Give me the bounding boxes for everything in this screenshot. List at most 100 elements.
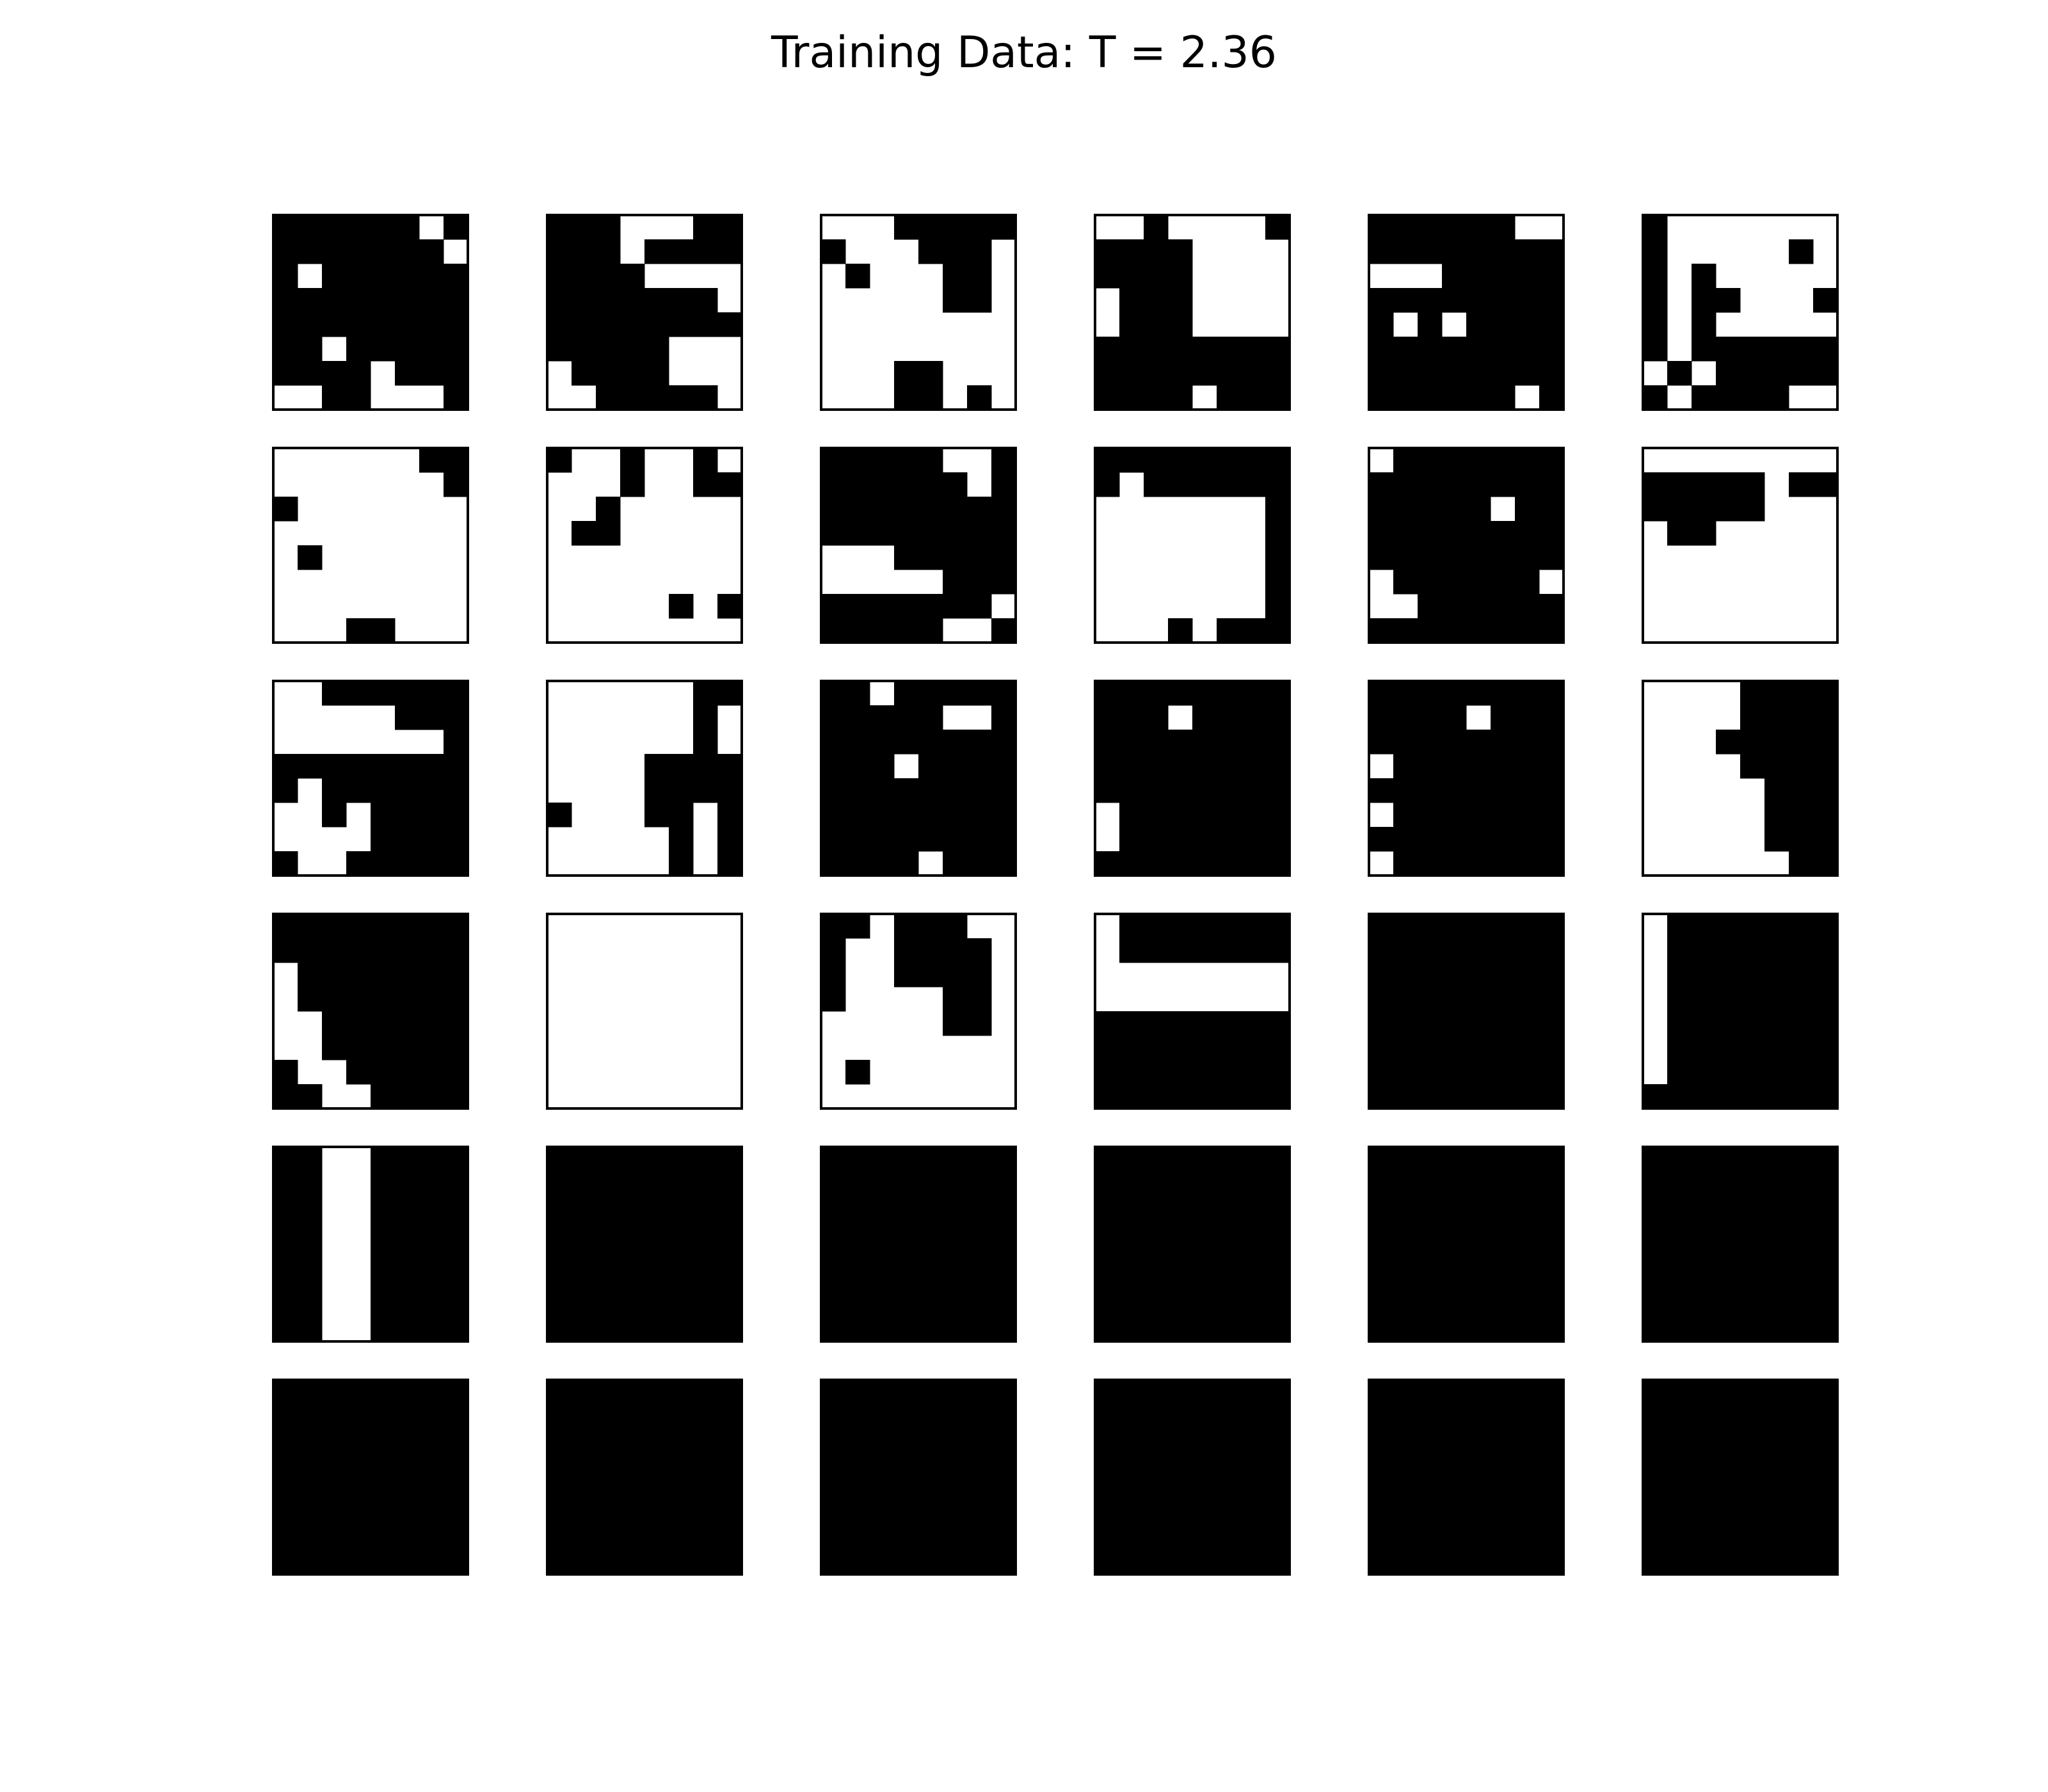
spin-cell [693, 288, 718, 313]
spin-cell [1466, 288, 1491, 313]
spin-cell [620, 1428, 645, 1453]
spin-cell [967, 938, 992, 963]
spin-cell [845, 472, 870, 497]
spin-cell [1369, 312, 1394, 337]
spin-cell [298, 1293, 323, 1318]
spin-cell [371, 1084, 396, 1109]
spin-cell [1144, 1477, 1169, 1502]
spin-cell [894, 730, 919, 755]
spin-cell [1442, 803, 1467, 828]
spin-cell [967, 521, 992, 546]
spin-cell [444, 938, 468, 963]
spin-cell [1418, 778, 1443, 803]
spin-cell [1643, 264, 1668, 289]
spin-cell [395, 778, 420, 803]
spin-cell [918, 472, 943, 497]
spin-cell [1740, 1171, 1765, 1196]
spin-cell [1813, 803, 1838, 828]
spin-cell [322, 1477, 347, 1502]
spin-cell [444, 681, 468, 706]
spin-cell [1515, 705, 1540, 730]
spin-cell [894, 1317, 919, 1342]
spin-cell [298, 215, 323, 240]
spin-cell [1643, 337, 1668, 362]
spin-cell [1764, 938, 1789, 963]
spin-cell [1515, 730, 1540, 755]
spin-cell [1393, 1084, 1418, 1109]
spin-cell [1095, 1011, 1120, 1036]
spin-cell [1265, 827, 1290, 852]
spin-cell [596, 1220, 621, 1245]
spin-cell [1515, 1244, 1540, 1269]
spin-cell [1466, 1171, 1491, 1196]
spin-cell [1491, 570, 1516, 595]
spin-cell [1369, 1011, 1394, 1036]
spin-cell [943, 1268, 968, 1293]
spin-cell [1491, 472, 1516, 497]
spin-cell [991, 1317, 1016, 1342]
spin-cell [419, 1244, 444, 1269]
spin-cell [1539, 385, 1564, 410]
spin-cell [644, 1526, 669, 1551]
spin-cell [1095, 1428, 1120, 1453]
spin-cell [371, 754, 396, 779]
spin-cell [894, 803, 919, 828]
spin-cell [298, 337, 323, 362]
spin-cell [273, 938, 298, 963]
spin-cell [1168, 1011, 1193, 1036]
spin-cell [395, 1011, 420, 1036]
spin-cell [1418, 914, 1443, 939]
spin-cell [1813, 1293, 1838, 1318]
spin-cell [547, 239, 572, 264]
spin-cell [1393, 618, 1418, 643]
spin-cell [967, 827, 992, 852]
spin-cell [845, 1147, 870, 1172]
spin-cell [1491, 914, 1516, 939]
spin-cell [1418, 472, 1443, 497]
spin-cell [371, 1428, 396, 1453]
spin-cell [395, 1404, 420, 1429]
spin-cell [273, 361, 298, 386]
spin-cell [821, 1453, 846, 1478]
spin-cell [1265, 730, 1290, 755]
spin-cell [918, 1171, 943, 1196]
spin-cell [821, 681, 846, 706]
spin-cell [1241, 1220, 1266, 1245]
spin-cell [1265, 803, 1290, 828]
spin-cell [943, 1380, 968, 1405]
spin-cell [1095, 1196, 1120, 1220]
spin-cell [1667, 1147, 1692, 1172]
spin-cell [1491, 681, 1516, 706]
spin-cell [1095, 361, 1120, 386]
spin-cell [669, 1293, 694, 1318]
spin-cell [1265, 361, 1290, 386]
spin-cell [1192, 1428, 1217, 1453]
spin-cell [1466, 1011, 1491, 1036]
spin-cell [1393, 730, 1418, 755]
spin-cell [1740, 754, 1765, 779]
spin-cell [1466, 521, 1491, 546]
spin-cell [644, 1244, 669, 1269]
spin-cell [1369, 385, 1394, 410]
spin-cell [1442, 570, 1467, 595]
spin-cell [444, 1171, 468, 1196]
spin-cell [1265, 1036, 1290, 1060]
spin-cell [1764, 1036, 1789, 1060]
spin-cell [1217, 337, 1242, 362]
spin-cell [870, 472, 895, 497]
spin-cell [1764, 914, 1789, 939]
spin-cell [298, 1196, 323, 1220]
spin-cell [547, 1147, 572, 1172]
spin-cell [644, 288, 669, 313]
spin-cell [1515, 1428, 1540, 1453]
spin-cell [1667, 1501, 1692, 1526]
spin-cell [717, 1268, 742, 1293]
spin-cell [1144, 705, 1169, 730]
spin-cell [1442, 730, 1467, 755]
spin-cell [1168, 1380, 1193, 1405]
spin-cell [1369, 472, 1394, 497]
spin-cell [1515, 1220, 1540, 1245]
spin-cell [1168, 754, 1193, 779]
spin-cell [669, 385, 694, 410]
spin-cell [1515, 1011, 1540, 1036]
